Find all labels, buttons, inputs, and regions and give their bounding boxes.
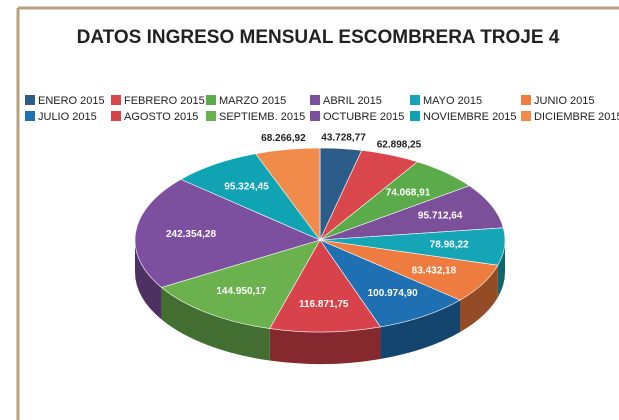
legend-swatch xyxy=(25,95,35,105)
legend-label: ABRIL 2015 xyxy=(323,95,382,107)
legend-label: SEPTIEMB. 2015 xyxy=(219,111,305,123)
legend-label: MARZO 2015 xyxy=(219,95,286,107)
legend-label: FEBRERO 2015 xyxy=(124,95,205,107)
legend-label: JULIO 2015 xyxy=(38,111,97,123)
legend-swatch xyxy=(410,95,420,105)
legend-label: JUNIO 2015 xyxy=(534,95,595,107)
slice-side xyxy=(459,265,498,333)
slice xyxy=(134,179,321,288)
slice xyxy=(269,239,381,333)
legend-label: NOVIEMBRE 2015 xyxy=(423,111,517,123)
slice xyxy=(160,239,321,329)
data-label: 74.068,91 xyxy=(386,187,431,198)
slice xyxy=(255,147,321,241)
slice-side xyxy=(135,240,162,320)
legend-swatch xyxy=(521,111,531,121)
data-label: 242.354,28 xyxy=(166,229,216,240)
legend-swatch xyxy=(206,95,216,105)
data-label: 95.324,45 xyxy=(224,182,269,193)
legend-swatch xyxy=(310,95,320,105)
data-label: 100.974,90 xyxy=(368,288,418,299)
data-label: 78.98,22 xyxy=(430,239,469,250)
slice xyxy=(319,239,461,328)
legend-swatch xyxy=(410,111,420,121)
legend-swatch xyxy=(521,95,531,105)
chart-title: DATOS INGRESO MENSUAL ESCOMBRERA TROJE 4 xyxy=(77,27,560,48)
data-label: 116.871,75 xyxy=(299,299,349,310)
data-label: 62.898,25 xyxy=(377,139,422,150)
data-label: 43.728,77 xyxy=(321,132,366,143)
data-label: 68.266,92 xyxy=(261,133,306,144)
legend-label: ENERO 2015 xyxy=(38,95,105,107)
legend-swatch xyxy=(111,111,121,121)
slice xyxy=(180,153,321,241)
legend-label: OCTUBRE 2015 xyxy=(323,111,404,123)
legend-swatch xyxy=(25,111,35,121)
data-label: 83.432,18 xyxy=(412,265,457,276)
data-label: 144.950,17 xyxy=(216,286,266,297)
legend-swatch xyxy=(206,111,216,121)
legend-label: DICIEMBRE 2015 xyxy=(534,111,619,123)
legend-swatch xyxy=(111,95,121,105)
legend-swatch xyxy=(310,111,320,121)
slice-side xyxy=(269,326,381,365)
data-label: 95.712,64 xyxy=(418,211,463,222)
legend-label: AGOSTO 2015 xyxy=(124,111,198,123)
slice-side xyxy=(497,240,505,298)
slice-side xyxy=(380,300,460,359)
legend-label: MAYO 2015 xyxy=(423,95,482,107)
slice xyxy=(319,185,504,241)
slice-side xyxy=(161,287,270,361)
